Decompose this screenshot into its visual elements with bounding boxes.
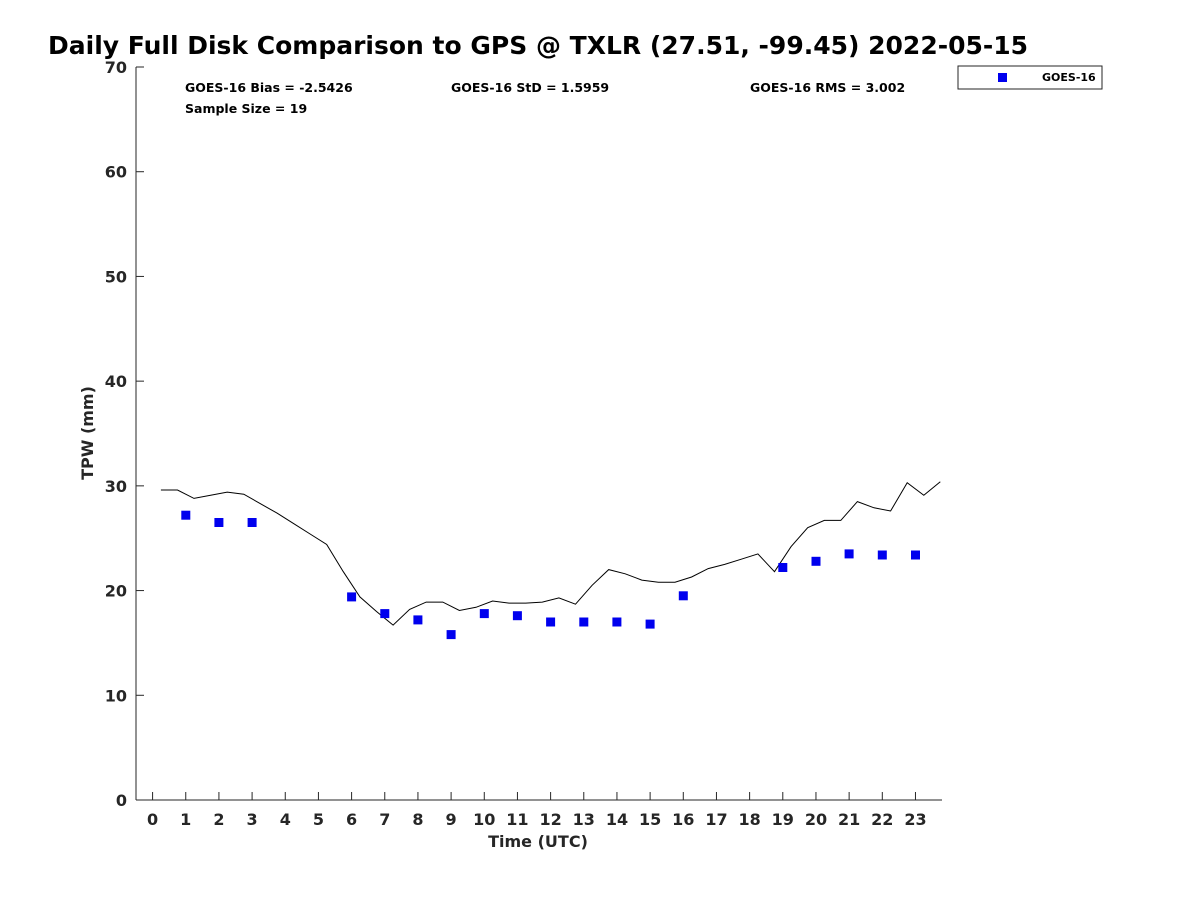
goes16-point <box>778 563 788 572</box>
x-tick-label: 14 <box>606 810 628 829</box>
x-tick-label: 8 <box>412 810 423 829</box>
y-tick-label: 0 <box>116 791 127 810</box>
goes16-point <box>844 549 854 559</box>
y-tick-label: 70 <box>105 58 127 77</box>
x-tick-label: 2 <box>213 810 224 829</box>
x-tick-label: 10 <box>473 810 495 829</box>
x-tick-label: 5 <box>313 810 324 829</box>
goes16-point <box>214 518 224 527</box>
x-tick-label: 0 <box>147 810 158 829</box>
x-tick-label: 12 <box>539 810 561 829</box>
x-tick-label: 17 <box>705 810 727 829</box>
goes16-point <box>546 617 556 627</box>
goes16-point <box>347 592 357 602</box>
y-tick-label: 50 <box>105 267 127 286</box>
y-ticks: 0 10 20 30 40 50 60 70 <box>105 58 144 810</box>
x-tick-label: 21 <box>838 810 860 829</box>
goes16-point <box>413 615 423 625</box>
gps-line <box>160 481 941 626</box>
stat-sample-size: Sample Size = 19 <box>185 101 307 116</box>
goes16-point <box>181 510 191 520</box>
goes16-point <box>247 518 257 527</box>
goes16-point <box>911 550 920 560</box>
goes16-point <box>678 591 688 601</box>
y-tick-label: 10 <box>105 686 127 705</box>
legend-marker <box>998 73 1007 82</box>
goes16-point <box>877 550 887 560</box>
stat-std: GOES-16 StD = 1.5959 <box>451 80 609 95</box>
x-tick-label: 6 <box>346 810 357 829</box>
x-tick-label: 4 <box>280 810 291 829</box>
x-tick-label: 1 <box>180 810 191 829</box>
stat-bias: GOES-16 Bias = -2.5426 <box>185 80 353 95</box>
x-tick-label: 19 <box>772 810 794 829</box>
legend: GOES-16 <box>957 65 1103 90</box>
y-tick-label: 60 <box>105 163 127 182</box>
x-tick-label: 18 <box>738 810 760 829</box>
y-axis-label: TPW (mm) <box>78 386 97 480</box>
y-tick-label: 30 <box>105 477 127 496</box>
x-tick-label: 7 <box>379 810 390 829</box>
x-axis-label: Time (UTC) <box>488 832 588 851</box>
gps-series <box>160 481 941 626</box>
goes16-point <box>446 630 456 640</box>
x-tick-label: 22 <box>871 810 893 829</box>
x-tick-label: 9 <box>446 810 457 829</box>
x-tick-label: 3 <box>247 810 258 829</box>
x-tick-label: 15 <box>639 810 661 829</box>
x-tick-label: 20 <box>805 810 827 829</box>
goes16-point <box>512 611 522 621</box>
goes16-series <box>181 510 920 640</box>
x-ticks: 0 1 2 3 4 5 6 7 8 9 10 11 12 13 14 15 16 17 18 19 20 21 22 23 <box>147 792 927 829</box>
legend-box <box>957 65 1103 90</box>
y-tick-label: 20 <box>105 582 127 601</box>
goes16-point <box>811 556 821 566</box>
goes16-point <box>479 609 489 619</box>
legend-label: GOES-16 <box>1042 71 1096 84</box>
plot-frame <box>135 67 942 801</box>
stat-rms: GOES-16 RMS = 3.002 <box>750 80 905 95</box>
x-tick-label: 13 <box>573 810 595 829</box>
goes16-point <box>380 609 390 619</box>
goes16-point <box>612 617 622 627</box>
chart-title: Daily Full Disk Comparison to GPS @ TXLR… <box>48 31 1028 60</box>
y-tick-label: 40 <box>105 372 127 391</box>
x-tick-label: 16 <box>672 810 694 829</box>
x-tick-label: 23 <box>904 810 926 829</box>
x-tick-label: 11 <box>506 810 528 829</box>
goes16-point <box>579 617 589 627</box>
goes16-point <box>645 619 655 629</box>
